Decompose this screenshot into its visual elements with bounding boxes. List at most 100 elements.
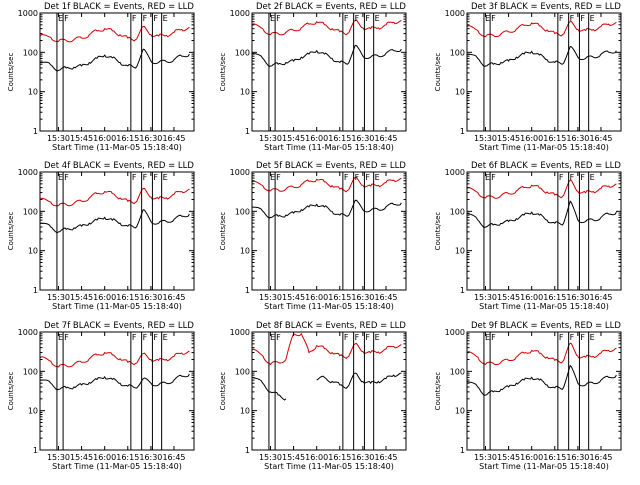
panel-title: Det 5f BLACK = Events, RED = LLD (256, 161, 406, 171)
lld-series-line (251, 332, 402, 366)
marker-label: E (163, 14, 168, 23)
marker-label: F (153, 14, 158, 23)
marker-label: F (132, 333, 137, 342)
x-tick-label: 16:00 (93, 453, 116, 462)
x-tick-label: 16:30 (566, 453, 589, 462)
marker-label: F (559, 333, 564, 342)
y-tick-label: 100 (23, 207, 38, 216)
x-tick-label: 15:30 (47, 134, 70, 143)
y-tick-label: 1000 (230, 9, 250, 18)
x-tick-label: 16:30 (566, 134, 589, 143)
x-tick-label: 15:30 (474, 134, 497, 143)
marker-label: E (375, 333, 380, 342)
x-axis-label: Start Time (11-Mar-05 15:18:40) (264, 302, 394, 311)
x-tick-label: 16:30 (139, 134, 162, 143)
x-tick-label: 16:00 (520, 453, 543, 462)
y-axis-label: Counts/sec (7, 212, 15, 251)
x-tick-label: 15:45 (282, 134, 305, 143)
x-axis-label: Start Time (11-Mar-05 15:18:40) (52, 462, 182, 471)
plot-frame (39, 171, 195, 291)
marker-label: F (570, 333, 575, 342)
panel-title: Det 3f BLACK = Events, RED = LLD (471, 2, 621, 12)
y-tick-label: 1 (33, 286, 38, 295)
y-tick-label: 1 (33, 127, 38, 136)
y-tick-label: 1 (460, 286, 465, 295)
x-tick-label: 16:15 (116, 134, 139, 143)
y-tick-label: 10 (28, 247, 38, 256)
marker-label: F (365, 333, 370, 342)
panel-title: Det 7f BLACK = Events, RED = LLD (44, 321, 194, 331)
panel-title: Det 9f BLACK = Events, RED = LLD (471, 321, 621, 331)
marker-label: E (58, 173, 63, 182)
x-tick-label: 16:30 (139, 293, 162, 302)
y-tick-label: 1 (245, 446, 250, 455)
marker-label: F (64, 173, 69, 182)
marker-label: F (355, 14, 360, 23)
marker-label: F (344, 333, 349, 342)
lld-series-line (251, 176, 402, 193)
events-series-line (251, 44, 402, 68)
y-tick-label: 10 (240, 407, 250, 416)
panel-title: Det 8f BLACK = Events, RED = LLD (256, 321, 406, 331)
plot-frame (466, 12, 622, 132)
plot-frame (466, 171, 622, 291)
lld-series-line (466, 179, 617, 199)
marker-label: E (375, 14, 380, 23)
x-tick-label: 15:45 (497, 134, 520, 143)
x-tick-label: 16:45 (374, 134, 397, 143)
marker-label: F (143, 333, 148, 342)
x-axis-label: Start Time (11-Mar-05 15:18:40) (479, 302, 609, 311)
events-series-line (251, 376, 287, 401)
x-tick-label: 16:30 (351, 293, 374, 302)
y-axis-label: Counts/sec (7, 53, 15, 92)
marker-label: F (491, 333, 496, 342)
marker-label: E (163, 333, 168, 342)
marker-label: E (590, 333, 595, 342)
x-tick-label: 15:45 (70, 134, 93, 143)
y-axis-label: Counts/sec (219, 53, 227, 92)
lld-series-line (39, 187, 190, 207)
y-axis-label: Counts/sec (434, 53, 442, 92)
y-tick-label: 100 (23, 367, 38, 376)
x-tick-label: 16:15 (328, 453, 351, 462)
y-axis-label: Counts/sec (7, 372, 15, 411)
x-tick-label: 16:45 (374, 293, 397, 302)
x-tick-label: 16:00 (305, 453, 328, 462)
y-tick-label: 1000 (445, 328, 465, 337)
y-tick-label: 10 (28, 88, 38, 97)
marker-label: F (491, 173, 496, 182)
x-tick-label: 16:00 (93, 134, 116, 143)
lld-series-line (466, 342, 617, 366)
marker-label: E (485, 14, 490, 23)
panel-title: Det 4f BLACK = Events, RED = LLD (44, 161, 194, 171)
x-tick-label: 16:45 (589, 293, 612, 302)
x-tick-label: 16:45 (589, 134, 612, 143)
x-tick-label: 16:15 (328, 293, 351, 302)
plot-frame (251, 12, 407, 132)
marker-label: F (276, 333, 281, 342)
plot-frame (39, 331, 195, 451)
events-series-line (466, 200, 617, 229)
x-tick-label: 16:00 (305, 293, 328, 302)
marker-label: F (365, 14, 370, 23)
y-tick-label: 1 (245, 286, 250, 295)
y-tick-label: 10 (455, 88, 465, 97)
x-tick-label: 16:00 (520, 134, 543, 143)
marker-label: F (132, 173, 137, 182)
x-tick-label: 16:45 (162, 453, 185, 462)
lld-series-line (39, 350, 190, 368)
y-axis-label: Counts/sec (219, 372, 227, 411)
panel-title: Det 2f BLACK = Events, RED = LLD (256, 2, 406, 12)
y-tick-label: 10 (455, 407, 465, 416)
y-axis-label: Counts/sec (434, 372, 442, 411)
marker-label: E (270, 333, 275, 342)
events-series-line (466, 364, 617, 396)
y-tick-label: 100 (450, 367, 465, 376)
x-tick-label: 15:30 (259, 293, 282, 302)
x-tick-label: 16:45 (162, 293, 185, 302)
x-tick-label: 15:30 (474, 453, 497, 462)
